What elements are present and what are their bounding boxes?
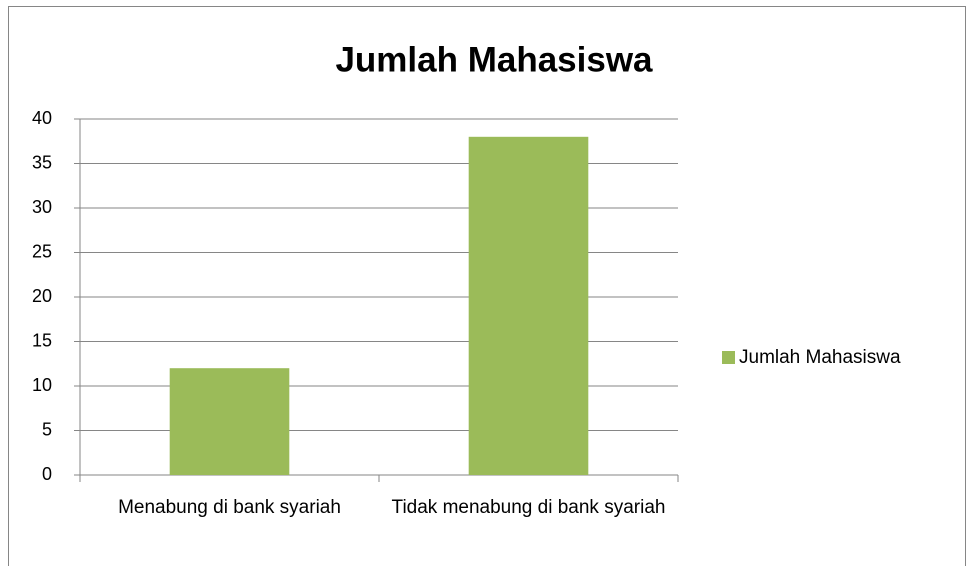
y-tick-label: 5 — [42, 419, 52, 439]
y-tick-label: 35 — [32, 152, 52, 172]
y-tick-label: 0 — [42, 464, 52, 484]
y-tick-label: 25 — [32, 241, 52, 261]
legend-label: Jumlah Mahasiswa — [739, 347, 901, 368]
y-tick-label: 30 — [32, 197, 52, 217]
bar — [468, 136, 589, 476]
x-tick-label: Menabung di bank syariah — [118, 497, 341, 518]
bar — [169, 368, 290, 475]
y-tick-label: 15 — [32, 330, 52, 350]
y-tick-label: 10 — [32, 375, 52, 395]
y-tick-label: 20 — [32, 286, 52, 306]
y-tick-label: 40 — [32, 108, 52, 128]
x-tick-label: Tidak menabung di bank syariah — [391, 497, 666, 518]
chart-title: Jumlah Mahasiswa — [335, 40, 653, 79]
legend-swatch — [722, 351, 735, 364]
chart-border — [8, 6, 966, 566]
